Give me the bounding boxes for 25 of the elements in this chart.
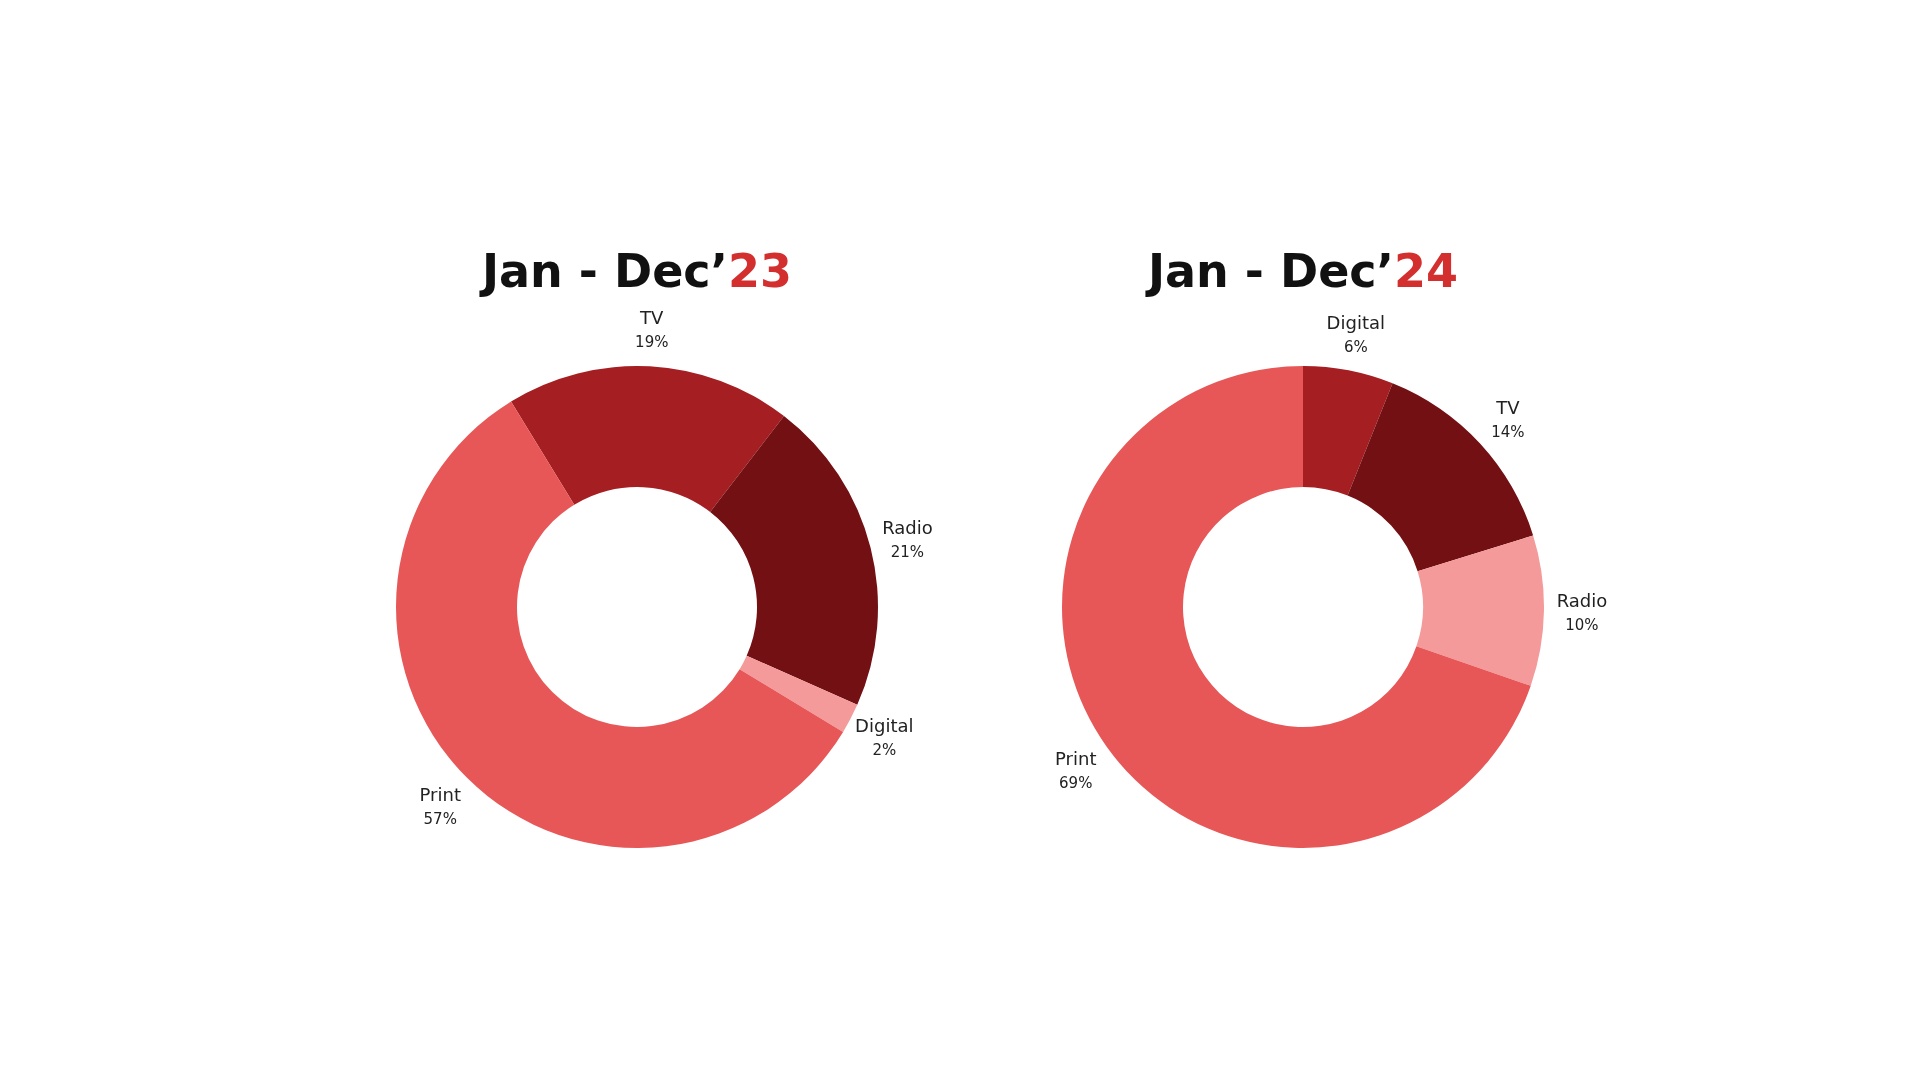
data-label: 14% xyxy=(1491,422,1525,441)
data-label: 21% xyxy=(890,543,925,562)
data-label: 69% xyxy=(1059,773,1093,792)
donut-slice xyxy=(710,416,878,705)
slice-label: TV xyxy=(639,307,665,329)
slice-label: Radio xyxy=(1556,590,1608,612)
data-label: 2% xyxy=(872,741,897,760)
slice-label: Digital xyxy=(855,715,914,737)
data-label: 10% xyxy=(1565,616,1599,635)
chart-title: Jan - Dec’23 xyxy=(478,244,793,298)
slice-label: Radio xyxy=(882,517,933,539)
slice-label: Print xyxy=(1055,747,1097,769)
donut-slice xyxy=(1303,366,1393,496)
data-label: 6% xyxy=(1343,338,1368,357)
data-label: 19% xyxy=(635,333,669,352)
slice-label: Print xyxy=(419,783,461,805)
donut-slice xyxy=(1416,535,1544,686)
donut-slice xyxy=(1347,383,1534,572)
slice-label: Digital xyxy=(1326,312,1385,334)
slice-label: TV xyxy=(1495,396,1521,418)
data-label: 57% xyxy=(423,809,457,828)
donut-slice xyxy=(396,401,844,848)
donut-slice xyxy=(511,366,784,512)
donut-slice xyxy=(739,655,858,732)
chart-title: Jan - Dec’24 xyxy=(1144,244,1459,298)
